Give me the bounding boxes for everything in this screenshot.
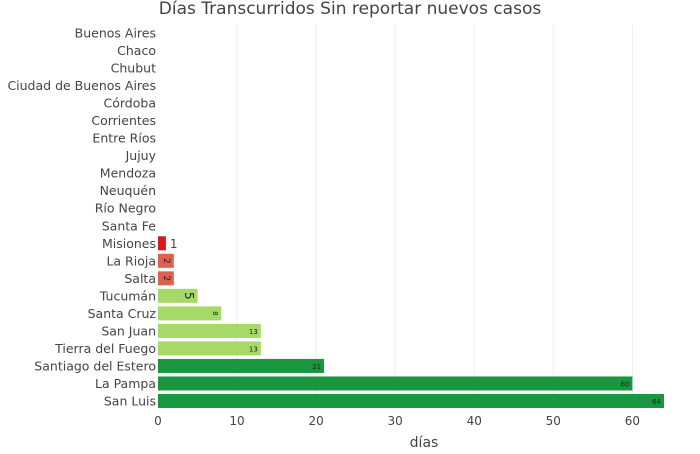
category-label: Jujuy <box>125 148 157 163</box>
bar <box>158 341 261 356</box>
bar-value-label: 5 <box>182 292 196 300</box>
x-tick-label: 40 <box>467 414 482 428</box>
category-label: Salta <box>124 271 156 286</box>
x-tick-label: 10 <box>229 414 244 428</box>
bar-value-label: 64 <box>652 398 661 406</box>
category-label: San Luis <box>104 394 156 409</box>
category-label: Tierra del Fuego <box>54 341 156 356</box>
category-label: Santa Cruz <box>88 306 157 321</box>
chart-title: Días Transcurridos Sin reportar nuevos c… <box>159 0 542 19</box>
bar <box>158 358 325 373</box>
category-label: Tucumán <box>99 288 156 303</box>
bar <box>158 253 174 268</box>
category-label: Corrientes <box>91 113 156 128</box>
category-label: La Pampa <box>95 376 156 391</box>
category-label: Río Negro <box>95 201 156 216</box>
category-label: Neuquén <box>100 183 156 198</box>
bar <box>158 271 174 286</box>
bar-value-label: 21 <box>312 363 321 371</box>
x-tick-label: 30 <box>388 414 403 428</box>
category-label: Santiago del Estero <box>34 358 156 373</box>
x-tick-label: 0 <box>154 414 162 428</box>
category-label: Córdoba <box>104 96 156 111</box>
category-label: Chaco <box>117 43 156 58</box>
gridlines <box>236 24 633 410</box>
x-tick-label: 20 <box>308 414 323 428</box>
category-label: Santa Fe <box>102 218 157 233</box>
bar <box>158 236 166 251</box>
category-label: La Rioja <box>106 253 156 268</box>
category-label: Misiones <box>102 236 156 251</box>
category-label: Buenos Aires <box>75 26 156 41</box>
bar-value-label: 8 <box>211 311 219 315</box>
bar-value-label: 1 <box>170 237 178 251</box>
category-label: Chubut <box>111 61 156 76</box>
bar-value-label: 13 <box>249 328 258 336</box>
bar-value-label: 13 <box>249 345 258 353</box>
category-label: Entre Ríos <box>92 131 156 146</box>
x-axis-title: días <box>410 435 439 450</box>
category-label: Mendoza <box>100 166 156 181</box>
category-labels: Buenos Aires Chaco Chubut Ciudad de Buenos … <box>7 26 156 409</box>
bar <box>158 376 633 391</box>
x-tick-label: 60 <box>625 414 640 428</box>
bar <box>158 288 198 303</box>
bar-value-label: 60 <box>620 380 629 388</box>
bar-value-label: 2 <box>161 258 171 264</box>
category-label: San Juan <box>101 323 156 338</box>
x-tick-label: 50 <box>546 414 561 428</box>
bar <box>158 323 261 338</box>
bar <box>158 393 664 409</box>
bars: 1 2 2 5 8 13 13 21 60 64 <box>158 236 664 409</box>
bar-value-label: 2 <box>161 276 171 282</box>
bar <box>158 306 222 321</box>
category-label: Ciudad de Buenos Aires <box>7 78 156 93</box>
x-axis-ticks: 0 10 20 30 40 50 60 <box>154 414 640 428</box>
